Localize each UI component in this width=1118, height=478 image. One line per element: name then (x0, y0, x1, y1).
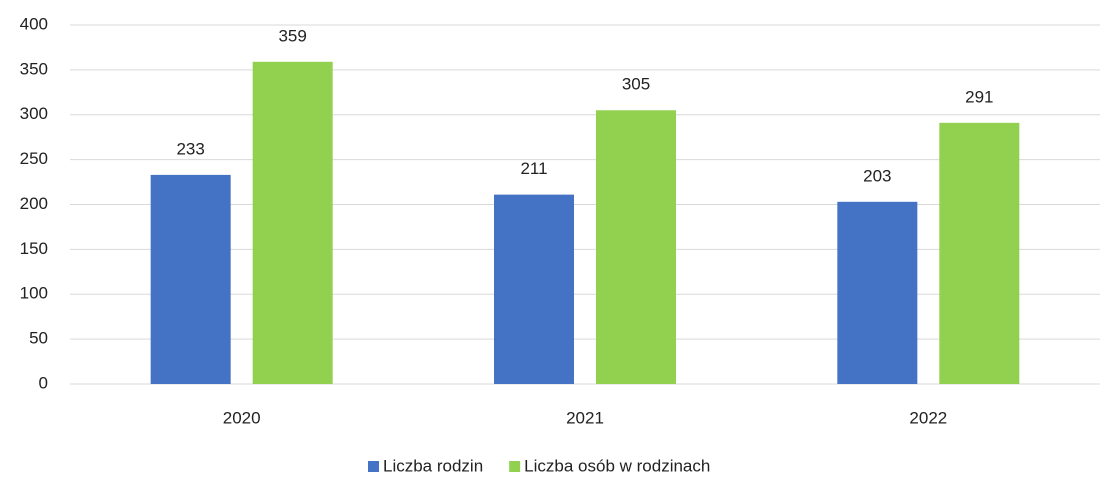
legend-swatch (509, 461, 521, 472)
y-tick-label: 200 (20, 194, 48, 213)
bar (494, 194, 574, 384)
data-label: 359 (278, 26, 306, 45)
data-label: 291 (965, 87, 993, 106)
y-tick-label: 250 (20, 149, 48, 168)
legend-label: Liczba osób w rodzinach (524, 456, 710, 475)
x-tick-label: 2022 (909, 408, 947, 427)
x-tick-label: 2021 (566, 408, 604, 427)
legend-label: Liczba rodzin (383, 456, 483, 475)
data-label: 203 (863, 166, 891, 185)
y-tick-label: 0 (39, 373, 48, 392)
data-label: 305 (622, 75, 650, 94)
y-tick-label: 100 (20, 284, 48, 303)
legend-swatch (368, 461, 379, 472)
bar (252, 61, 333, 385)
bar (596, 110, 676, 384)
y-tick-label: 400 (20, 14, 48, 33)
bar (150, 174, 231, 384)
data-label: 233 (176, 139, 204, 158)
y-tick-label: 300 (20, 104, 48, 123)
y-tick-label: 350 (20, 59, 48, 78)
x-tick-label: 2020 (223, 408, 261, 427)
y-tick-label: 50 (29, 329, 48, 348)
data-label: 211 (520, 159, 547, 178)
y-tick-label: 150 (20, 239, 48, 258)
bar (837, 201, 918, 384)
bar (939, 122, 1020, 384)
